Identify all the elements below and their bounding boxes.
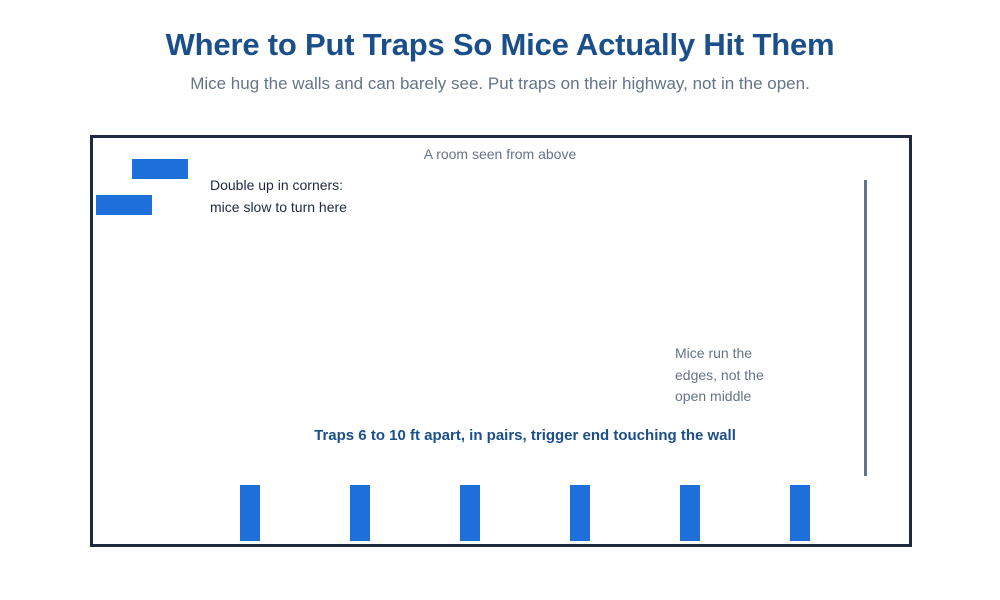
page-subtitle: Mice hug the walls and can barely see. P… [190,74,810,93]
wall-trap-4 [570,485,590,541]
corner-trap-lower [96,195,152,215]
corner-note-line-1: Double up in corners: [210,177,344,193]
wall-trap-2 [350,485,370,541]
wall-trap-6 [790,485,810,541]
edge-note-line-2: edges, not the [675,366,764,383]
wall-run-line [864,180,867,476]
wall-trap-5 [680,485,700,541]
edge-note-line-3: open middle [675,388,752,404]
room-label: A room seen from above [423,146,577,162]
wall-trap-1 [240,485,260,541]
room-outline [90,135,912,547]
corner-note-line-2: mice slow to turn here [210,198,347,215]
trap-spacing-caption: Traps 6 to 10 ft apart, in pairs, trigge… [314,427,736,444]
edge-note-line-1: Mice run the [675,345,753,361]
edge-note: Mice run the edges, not the open middle [675,343,764,408]
page-title: Where to Put Traps So Mice Actually Hit … [165,27,835,62]
wall-trap-3 [460,485,480,541]
corner-trap-upper [132,159,188,179]
corner-note: Double up in corners: mice slow to turn … [210,175,347,218]
